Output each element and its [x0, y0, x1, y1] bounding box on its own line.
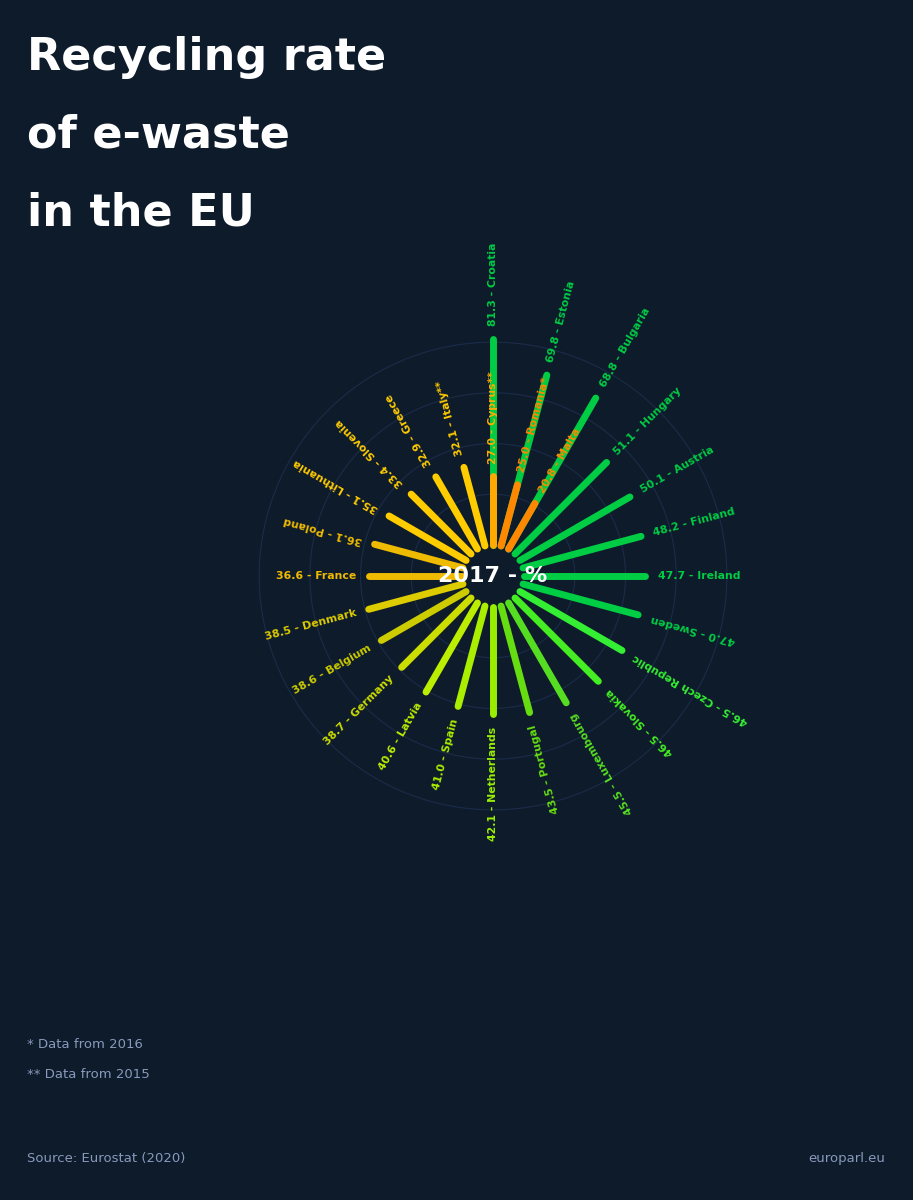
Text: 42.1 - Netherlands: 42.1 - Netherlands: [488, 727, 498, 841]
Text: 68.8 - Bulgaria: 68.8 - Bulgaria: [598, 306, 652, 389]
Text: 47.7 - Ireland: 47.7 - Ireland: [658, 571, 740, 581]
Text: 38.7 - Germany: 38.7 - Germany: [322, 673, 396, 746]
Text: 50.1 - Austria: 50.1 - Austria: [638, 445, 716, 494]
Text: Recycling rate: Recycling rate: [27, 36, 386, 79]
Text: 47.0 - Sweden: 47.0 - Sweden: [649, 613, 736, 646]
Text: 20.8 - Malta: 20.8 - Malta: [537, 426, 582, 494]
Text: ** Data from 2015: ** Data from 2015: [27, 1068, 150, 1081]
Text: 45.5 - Luxembourg: 45.5 - Luxembourg: [569, 712, 635, 816]
Text: 36.1 - Poland: 36.1 - Poland: [282, 515, 363, 546]
Text: of e-waste: of e-waste: [27, 114, 290, 157]
Text: Source: Eurostat (2020): Source: Eurostat (2020): [27, 1152, 185, 1165]
Text: 32.1 - Italy**: 32.1 - Italy**: [436, 378, 466, 456]
Text: 81.3 - Croatia: 81.3 - Croatia: [488, 242, 498, 326]
Text: in the EU: in the EU: [27, 192, 256, 235]
Text: * Data from 2016: * Data from 2016: [27, 1038, 143, 1051]
Text: 46.5 - Slovakia: 46.5 - Slovakia: [604, 686, 675, 758]
Text: 38.6 - Belgium: 38.6 - Belgium: [291, 643, 373, 696]
Text: 46.5 - Czech Republic: 46.5 - Czech Republic: [631, 653, 750, 727]
Text: 27.0 - Cyprus**: 27.0 - Cyprus**: [488, 371, 498, 463]
Text: europarl.eu: europarl.eu: [809, 1152, 886, 1165]
Text: 43.5 - Portugal: 43.5 - Portugal: [528, 724, 561, 815]
Text: 33.4 - Slovenia: 33.4 - Slovenia: [334, 416, 405, 488]
Text: 51.1 - Hungary: 51.1 - Hungary: [613, 385, 684, 457]
Text: 48.2 - Finland: 48.2 - Finland: [652, 506, 737, 538]
Text: 25.0 - Romania*: 25.0 - Romania*: [516, 377, 551, 474]
Text: 38.5 - Denmark: 38.5 - Denmark: [264, 608, 358, 642]
Text: 32.9 - Greece: 32.9 - Greece: [384, 392, 434, 468]
Text: 35.1 - Lithuania: 35.1 - Lithuania: [292, 457, 381, 514]
Text: 2017 - %: 2017 - %: [438, 566, 548, 586]
Text: 36.6 - France: 36.6 - France: [276, 571, 356, 581]
Text: 69.8 - Estonia: 69.8 - Estonia: [545, 280, 577, 364]
Text: 40.6 - Latvia: 40.6 - Latvia: [377, 701, 424, 772]
Text: 41.0 - Spain: 41.0 - Spain: [431, 718, 459, 791]
